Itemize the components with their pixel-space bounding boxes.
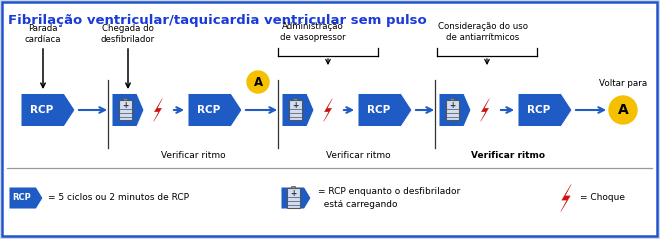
Text: Verificar ritmo: Verificar ritmo [326, 151, 391, 160]
FancyBboxPatch shape [450, 98, 454, 100]
Polygon shape [188, 93, 242, 126]
Text: +: + [449, 101, 455, 109]
Text: Verificar ritmo: Verificar ritmo [160, 151, 225, 160]
FancyBboxPatch shape [286, 188, 300, 208]
FancyBboxPatch shape [288, 100, 302, 120]
Text: RCP: RCP [13, 194, 31, 202]
FancyBboxPatch shape [119, 100, 131, 120]
Polygon shape [9, 187, 43, 209]
Text: A: A [253, 76, 263, 88]
Polygon shape [358, 93, 412, 126]
Text: RCP: RCP [527, 105, 550, 115]
Polygon shape [281, 187, 311, 209]
Circle shape [609, 96, 637, 124]
Polygon shape [561, 184, 572, 212]
Text: = Choque: = Choque [580, 194, 625, 202]
Text: +: + [122, 101, 128, 109]
Polygon shape [112, 93, 144, 126]
Text: +: + [290, 189, 296, 197]
Circle shape [247, 71, 269, 93]
Polygon shape [21, 93, 75, 126]
Text: Voltar para: Voltar para [599, 79, 647, 88]
FancyBboxPatch shape [2, 2, 657, 236]
FancyBboxPatch shape [293, 98, 297, 100]
Text: Fibrilação ventricular/taquicardia ventricular sem pulso: Fibrilação ventricular/taquicardia ventr… [8, 14, 427, 27]
Text: Verificar ritmo: Verificar ritmo [471, 151, 545, 160]
FancyBboxPatch shape [446, 100, 459, 120]
Text: RCP: RCP [367, 105, 390, 115]
Text: RCP: RCP [197, 105, 220, 115]
Text: Administração
de vasopressor: Administração de vasopressor [280, 22, 346, 42]
Text: Consideração do uso
de antiarrítmicos: Consideração do uso de antiarrítmicos [438, 22, 528, 42]
FancyBboxPatch shape [123, 98, 127, 100]
Text: Chegada do
desfibrilador: Chegada do desfibrilador [101, 24, 155, 44]
Text: = RCP enquanto o desfibrilador
  está carregando: = RCP enquanto o desfibrilador está carr… [318, 187, 460, 209]
Polygon shape [282, 93, 314, 126]
Polygon shape [439, 93, 471, 126]
Polygon shape [323, 98, 333, 121]
Polygon shape [154, 98, 162, 121]
Text: = 5 ciclos ou 2 minutos de RCP: = 5 ciclos ou 2 minutos de RCP [48, 194, 189, 202]
Text: RCP: RCP [30, 105, 53, 115]
FancyBboxPatch shape [291, 186, 295, 188]
Polygon shape [518, 93, 572, 126]
Text: Parada
cardíaca: Parada cardíaca [25, 24, 61, 44]
Text: +: + [292, 101, 298, 109]
Text: A: A [618, 103, 628, 117]
Polygon shape [480, 98, 490, 121]
